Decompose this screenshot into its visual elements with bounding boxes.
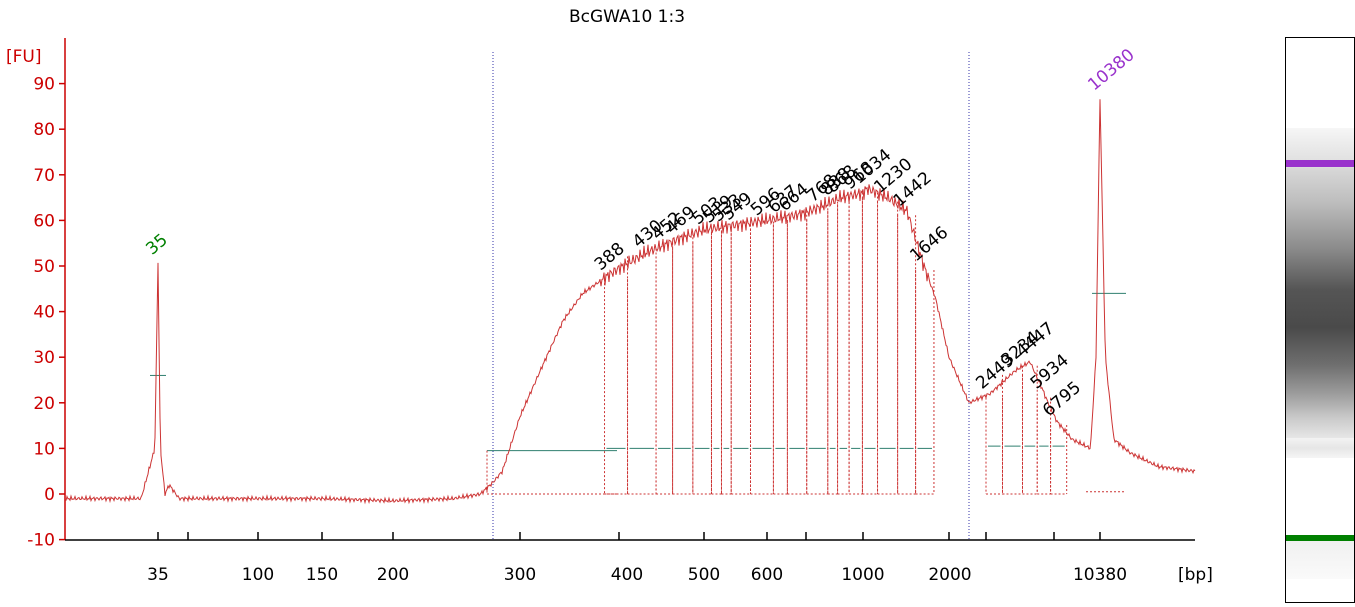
x-tick-label: 400 <box>611 565 643 585</box>
marker-label: 10380 <box>1084 45 1138 95</box>
y-tick-label: 30 <box>33 348 55 368</box>
gel-faint-band <box>1286 438 1354 458</box>
chart-axes <box>64 38 1195 541</box>
x-axis-ticks: 35 100 150 200 300 400 500 600 1000 2000 10380 <box>147 532 1127 585</box>
x-tick-label: 600 <box>751 565 783 585</box>
gel-bottom-haze <box>1286 541 1354 579</box>
y-tick-label: 80 <box>33 120 55 140</box>
x-tick-label: 35 <box>147 565 169 585</box>
peak-labels: 3884304524695035195335495966376647688388… <box>142 45 1138 421</box>
y-tick-label: 20 <box>33 394 55 414</box>
x-tick-label: 200 <box>377 565 409 585</box>
chart-title: BcGWA10 1:3 <box>569 7 685 27</box>
x-tick-label: 500 <box>688 565 720 585</box>
y-tick-label: 90 <box>33 75 55 95</box>
trace-group <box>65 99 1196 505</box>
gel-smear-main <box>1286 168 1354 458</box>
y-tick-label: 50 <box>33 257 55 277</box>
x-axis-label: [bp] <box>1178 565 1213 585</box>
x-tick-label: 1000 <box>841 565 884 585</box>
x-tick-label: 100 <box>242 565 274 585</box>
y-axis-ticks: -10 0 10 20 30 40 50 60 70 80 90 <box>27 75 65 551</box>
y-tick-label: 40 <box>33 303 55 323</box>
y-axis-label: [FU] <box>6 47 42 67</box>
peak-label: 4447 <box>1012 318 1058 361</box>
marker-label: 35 <box>142 230 171 259</box>
electropherogram-trace <box>65 99 1196 505</box>
electropherogram-chart: BcGWA10 1:3 [FU] [bp] -10 0 10 20 30 40 50 60 70… <box>6 7 1213 585</box>
y-tick-label: 70 <box>33 166 55 186</box>
region-boundaries <box>492 52 970 540</box>
x-tick-label: 150 <box>306 565 338 585</box>
peak-integration-areas <box>150 192 1126 495</box>
x-tick-label: 10380 <box>1073 565 1127 585</box>
peak-label: 388 <box>591 239 629 275</box>
gel-lane <box>1285 37 1355 603</box>
y-tick-label: 60 <box>33 211 55 231</box>
y-tick-label: -10 <box>27 531 55 551</box>
y-tick-label: 0 <box>44 485 55 505</box>
gel-upper-marker-band <box>1286 160 1354 167</box>
gel-lower-marker-band <box>1286 535 1354 541</box>
x-tick-label: 2000 <box>928 565 971 585</box>
y-tick-label: 10 <box>33 439 55 459</box>
x-tick-label: 300 <box>504 565 536 585</box>
